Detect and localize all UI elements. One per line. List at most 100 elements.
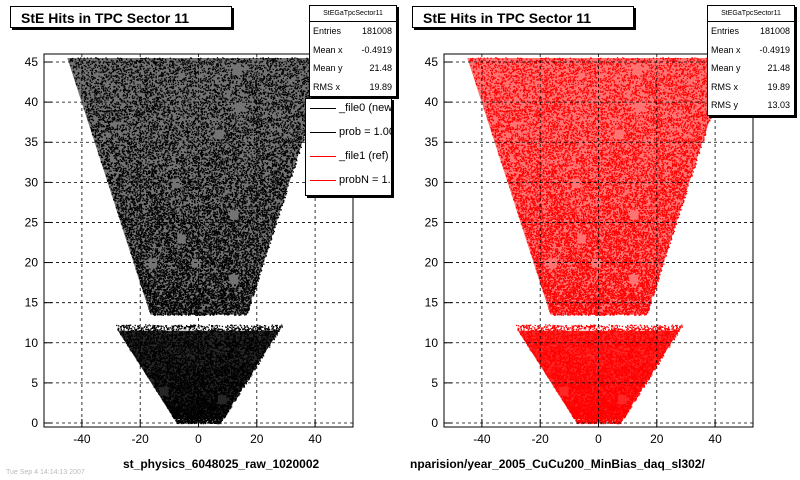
scatter-point [257,340,259,343]
scatter-point [208,180,211,182]
scatter-point [213,338,215,340]
scatter-point [286,96,288,99]
scatter-point [251,344,254,346]
scatter-point [209,152,211,154]
scatter-point [143,199,145,201]
scatter-point [248,222,250,224]
scatter-point [154,276,156,278]
scatter-point [220,121,222,123]
scatter-point [262,183,264,185]
scatter-point [180,164,183,166]
scatter-point [244,353,246,355]
scatter-point [220,337,222,339]
scatter-point [250,175,252,178]
scatter-point [298,98,301,100]
scatter-point [189,76,192,78]
scatter-point [243,386,245,388]
scatter-point [212,414,214,416]
scatter-point [129,188,131,191]
scatter-point [207,255,209,257]
scatter-point [229,272,231,274]
scatter-point [135,87,137,90]
scatter-point [157,295,159,297]
scatter-point [256,146,258,148]
scatter-point [216,205,219,208]
scatter-point [175,207,177,210]
scatter-point [108,74,110,77]
scatter-point [112,98,114,101]
scatter-point [220,276,222,278]
scatter-point [261,348,263,350]
scatter-point [216,372,218,374]
scatter-point [300,136,302,138]
scatter-point [210,312,213,314]
scatter-point [161,341,163,344]
scatter-point [279,99,281,101]
scatter-point [289,104,292,106]
scatter-point [251,180,253,183]
scatter-point [300,99,303,102]
scatter-point [205,333,207,335]
scatter-point [196,119,199,121]
scatter-point [201,110,203,113]
scatter-point [212,398,214,400]
scatter-point [167,224,169,226]
scatter-point [245,132,247,134]
scatter-point [252,243,254,245]
scatter-point [139,256,141,258]
scatter-point [254,369,256,371]
scatter-point [167,290,169,292]
scatter-point [270,110,272,112]
scatter-point [224,368,227,370]
scatter-point [180,281,182,283]
scatter-point [180,243,183,245]
scatter-point [216,65,218,67]
scatter-point [123,219,126,221]
scatter-point [141,281,143,284]
scatter-point [278,174,280,176]
scatter-point [185,346,187,349]
scatter-point [172,127,175,129]
scatter-point [206,370,208,372]
scatter-point [138,351,140,353]
scatter-point [149,217,152,219]
scatter-point [203,136,205,138]
scatter-point [157,234,159,236]
scatter-point [293,131,295,133]
scatter-point [253,350,255,352]
scatter-point [191,207,193,209]
scatter-point [209,130,212,132]
scatter-point [236,171,238,173]
scatter-point [296,134,298,136]
scatter-point [282,195,284,197]
scatter-point [218,179,221,181]
scatter-point [220,226,222,228]
scatter-point [283,176,285,179]
scatter-point [267,336,269,338]
scatter-point [237,156,239,159]
scatter-point [231,340,233,342]
scatter-point [189,294,192,296]
scatter-point [161,286,163,288]
scatter-point [219,203,221,205]
scatter-point [228,308,230,310]
scatter-point [188,109,190,112]
scatter-point [234,178,236,180]
scatter-point [154,383,156,385]
scatter-point [218,223,220,225]
scatter-point [180,410,182,413]
scatter-point [140,97,142,99]
scatter-point [149,76,152,78]
scatter-point [211,175,213,177]
scatter-point [277,156,279,158]
scatter-point [103,142,106,144]
scatter-point [222,393,224,396]
scatter-point [130,177,132,179]
scatter-point [145,229,148,231]
scatter-point [178,87,180,89]
scatter-point [259,243,261,245]
scatter-point [279,88,281,90]
scatter-point [264,104,267,106]
scatter-point [222,67,224,70]
scatter-point [131,177,133,179]
